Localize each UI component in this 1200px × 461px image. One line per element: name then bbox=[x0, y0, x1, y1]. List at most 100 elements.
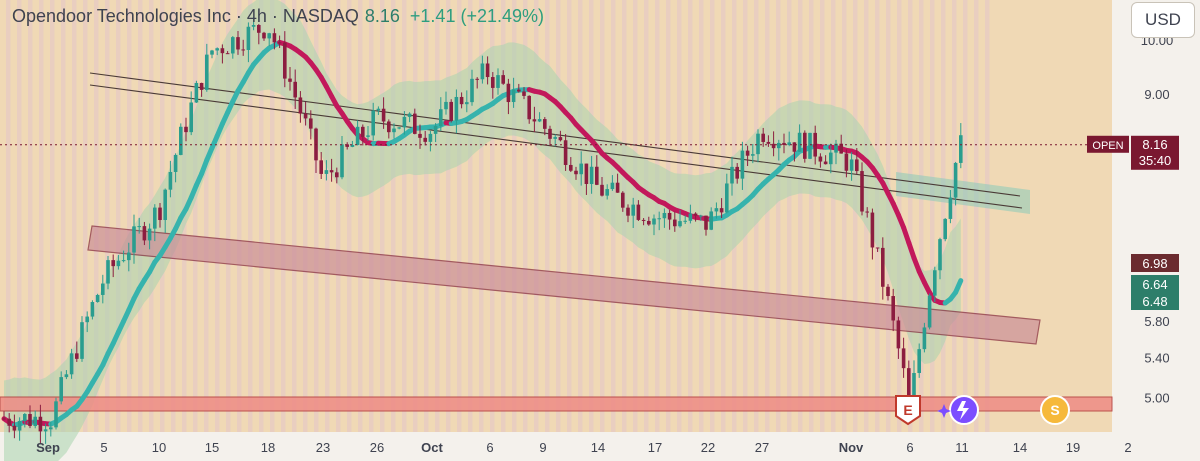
candle-body bbox=[657, 218, 661, 220]
candle-body bbox=[693, 213, 698, 216]
candle-body bbox=[90, 302, 95, 317]
candle-body bbox=[225, 53, 230, 55]
candle-body bbox=[153, 207, 157, 229]
candle-body bbox=[121, 260, 126, 262]
target-zone bbox=[896, 172, 1030, 214]
time-stripe bbox=[61, 0, 66, 432]
candle-body bbox=[865, 211, 869, 213]
candle-body bbox=[714, 208, 719, 212]
time-stripe bbox=[259, 0, 264, 432]
candle-body bbox=[33, 416, 37, 427]
time-stripe bbox=[402, 0, 407, 432]
candle-body bbox=[184, 126, 188, 133]
open-tag-text: OPEN bbox=[1092, 140, 1123, 152]
x-tick-label: 10 bbox=[152, 440, 166, 455]
x-tick-label: 6 bbox=[906, 440, 913, 455]
candle-body bbox=[101, 283, 105, 295]
candle-body bbox=[886, 286, 890, 297]
candle-body bbox=[699, 215, 703, 217]
candle-body bbox=[636, 204, 641, 220]
candle-body bbox=[584, 163, 589, 184]
candle-body bbox=[563, 140, 568, 165]
last-price-tag bbox=[1131, 135, 1179, 170]
candle-body bbox=[896, 320, 901, 349]
x-tick-label: 2 bbox=[1124, 440, 1131, 455]
x-tick-label: 27 bbox=[755, 440, 769, 455]
candle-body bbox=[709, 211, 713, 230]
currency-button[interactable]: USD bbox=[1131, 2, 1195, 38]
time-stripe bbox=[94, 0, 99, 432]
candle-body bbox=[860, 171, 864, 212]
candle-body bbox=[205, 54, 209, 90]
candle-body bbox=[194, 82, 199, 103]
candle-body bbox=[428, 133, 433, 142]
candle-body bbox=[173, 154, 178, 172]
last-price: 8.16 bbox=[364, 6, 400, 26]
sparkle-icon bbox=[937, 404, 951, 418]
candle-body bbox=[574, 170, 578, 175]
candle-body bbox=[80, 322, 84, 359]
candle-body bbox=[839, 143, 843, 154]
candle-body bbox=[7, 418, 11, 426]
candle-body bbox=[855, 159, 859, 172]
candle-body bbox=[459, 96, 464, 105]
time-stripe bbox=[336, 0, 341, 432]
candle-body bbox=[756, 133, 760, 155]
price-tag-text: 6.48 bbox=[1142, 294, 1167, 309]
candle-body bbox=[111, 260, 115, 267]
candle-body bbox=[298, 97, 303, 114]
candle-body bbox=[309, 118, 313, 129]
candle-body bbox=[532, 119, 537, 122]
ribbon-segment bbox=[906, 240, 917, 261]
candle-body bbox=[350, 144, 355, 147]
candle-body bbox=[579, 163, 583, 175]
price-tag-text: 6.64 bbox=[1142, 277, 1167, 292]
candle-body bbox=[329, 170, 334, 173]
time-stripe bbox=[303, 0, 308, 432]
x-tick-label: 17 bbox=[648, 440, 662, 455]
candle-body bbox=[17, 420, 22, 431]
candle-body bbox=[402, 116, 407, 128]
candle-body bbox=[49, 427, 53, 430]
candle-body bbox=[376, 108, 381, 111]
ribbon-segment bbox=[901, 225, 912, 246]
candle-body bbox=[662, 212, 667, 219]
time-stripe bbox=[204, 0, 209, 432]
candle-body bbox=[387, 121, 391, 133]
candle-body bbox=[381, 108, 386, 122]
candle-body bbox=[210, 50, 214, 55]
x-tick-label: 9 bbox=[539, 440, 546, 455]
candle-body bbox=[168, 171, 173, 190]
x-tick-label: 14 bbox=[591, 440, 605, 455]
time-stripe bbox=[248, 0, 253, 432]
candle-body bbox=[506, 83, 511, 103]
time-stripe bbox=[391, 0, 396, 432]
time-stripe bbox=[831, 0, 836, 432]
candle-body bbox=[215, 48, 219, 51]
candle-body bbox=[553, 137, 557, 139]
candle-body bbox=[163, 189, 167, 221]
candle-body bbox=[912, 372, 916, 397]
support-zone bbox=[0, 396, 1113, 412]
candle-body bbox=[397, 127, 401, 129]
candle-body bbox=[480, 63, 485, 80]
candle-body bbox=[246, 26, 251, 50]
time-stripe bbox=[578, 0, 583, 432]
price-tag bbox=[1131, 254, 1179, 272]
candle-body bbox=[137, 226, 141, 228]
candle-body bbox=[85, 316, 89, 323]
y-tick-label: 5.00 bbox=[1144, 390, 1169, 405]
candle-body bbox=[147, 228, 152, 241]
time-stripe bbox=[809, 0, 814, 432]
candle-body bbox=[725, 183, 729, 213]
candle-body bbox=[537, 119, 542, 122]
candle-body bbox=[132, 226, 136, 253]
candle-body bbox=[231, 37, 235, 54]
candle-body bbox=[335, 172, 339, 178]
x-tick-label: Oct bbox=[421, 440, 443, 455]
time-stripe bbox=[523, 0, 528, 432]
candle-body bbox=[787, 142, 791, 145]
time-stripe bbox=[545, 0, 550, 432]
